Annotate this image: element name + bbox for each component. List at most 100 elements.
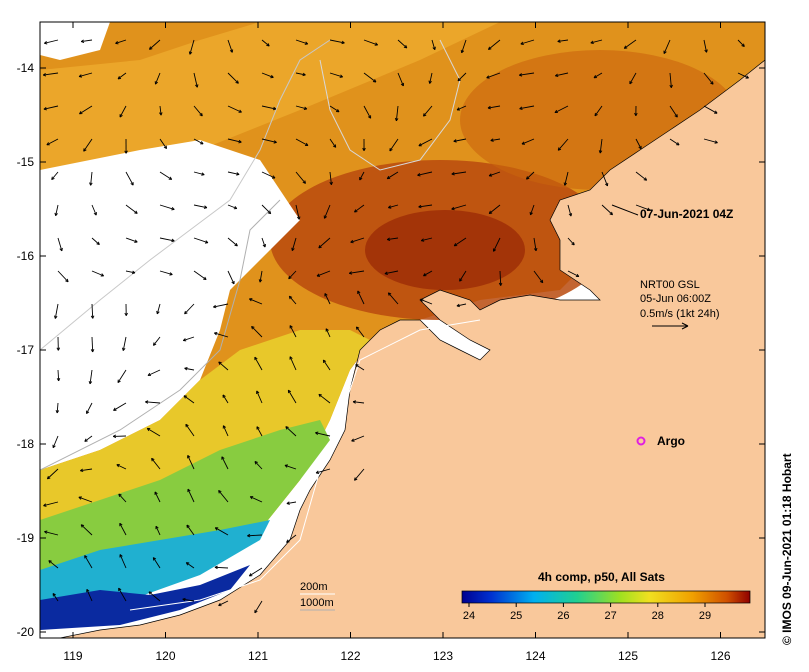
- current-vector: [119, 522, 127, 536]
- current-vector: [258, 270, 263, 283]
- current-vector: [487, 105, 501, 110]
- argo-label: Argo: [657, 434, 685, 448]
- current-vector: [459, 270, 467, 282]
- current-vector: [51, 171, 59, 181]
- current-vector: [159, 138, 168, 149]
- current-vector: [387, 292, 399, 305]
- current-vector: [156, 303, 161, 315]
- current-vector: [193, 270, 207, 281]
- current-vector: [397, 39, 408, 49]
- current-vector: [590, 39, 603, 45]
- current-vector: [187, 488, 195, 503]
- current-vector: [90, 336, 95, 353]
- plot-frame: [39, 21, 766, 639]
- colorbar-tick-label: 24: [463, 610, 475, 622]
- current-vector: [44, 530, 59, 536]
- current-vector: [80, 39, 93, 43]
- current-vector: [669, 105, 678, 118]
- current-vector: [669, 72, 673, 88]
- lat-tick-label: -16: [17, 249, 35, 263]
- current-vector: [83, 138, 93, 152]
- current-scale-arrow: [652, 322, 689, 330]
- current-vector: [227, 270, 235, 285]
- isobath-legend-200m: 200m: [300, 581, 328, 593]
- land-australia: [59, 59, 765, 638]
- current-vector: [145, 400, 161, 404]
- current-vector: [285, 426, 297, 437]
- current-vector: [42, 72, 59, 77]
- current-vector: [623, 39, 637, 49]
- current-vector: [193, 138, 204, 145]
- current-vector: [456, 105, 467, 111]
- credit-label: © IMOS 09-Jun-2021 01:18 Hobart: [780, 453, 794, 645]
- current-vector: [295, 72, 306, 77]
- current-vector: [354, 204, 365, 213]
- current-vector: [256, 390, 263, 404]
- current-vector: [193, 204, 208, 209]
- lon-tick-label: 119: [63, 649, 82, 663]
- current-vector: [286, 534, 297, 543]
- current-vector: [567, 204, 573, 217]
- current-vector: [222, 394, 229, 404]
- current-vector: [152, 557, 161, 569]
- current-vector: [521, 138, 535, 145]
- current-vector: [249, 298, 263, 305]
- current-vector: [193, 237, 209, 244]
- current-vector: [295, 171, 306, 184]
- current-vector: [428, 72, 433, 84]
- current-vector: [155, 525, 161, 536]
- current-vector: [486, 72, 501, 79]
- lat-tick-label: -17: [17, 343, 35, 357]
- current-vector: [227, 105, 242, 113]
- current-vector: [43, 501, 59, 507]
- current-vector: [115, 39, 127, 45]
- colorbar-title: 4h comp, p50, All Sats: [538, 570, 665, 584]
- current-vector: [737, 72, 749, 79]
- current-vector: [363, 105, 372, 119]
- current-vector: [187, 455, 195, 470]
- current-vector: [420, 298, 433, 305]
- current-vector: [261, 204, 272, 215]
- current-vector: [44, 39, 59, 45]
- isobath-legend-1000m: 1000m: [300, 597, 334, 609]
- current-vector: [261, 138, 277, 144]
- current-vector: [388, 204, 399, 209]
- current-vector: [417, 171, 433, 177]
- current-vector: [227, 138, 242, 144]
- current-vector: [354, 468, 365, 481]
- current-vector: [148, 591, 161, 602]
- current-vector: [56, 336, 61, 351]
- current-vector: [78, 72, 93, 78]
- current-vector: [325, 328, 331, 338]
- current-vector: [386, 171, 399, 180]
- current-vector: [519, 105, 535, 110]
- current-vector: [567, 270, 580, 277]
- current-vector: [48, 560, 59, 569]
- current-vector: [288, 295, 297, 305]
- current-vector: [213, 303, 229, 309]
- current-vector: [119, 105, 127, 118]
- current-vector: [118, 587, 127, 602]
- colorbar-tick-label: 27: [604, 610, 616, 622]
- current-vector: [227, 72, 239, 84]
- current-vector: [295, 138, 309, 146]
- lon-tick-label: 121: [248, 649, 268, 663]
- current-vector: [329, 171, 333, 185]
- current-vector: [183, 395, 195, 404]
- lon-tick-label: 124: [525, 649, 545, 663]
- current-info-source: NRT00 GSL: [640, 279, 700, 291]
- current-vector: [222, 425, 229, 437]
- current-vector: [227, 237, 238, 247]
- current-vector: [80, 524, 93, 536]
- current-vector: [159, 204, 175, 211]
- current-vector: [261, 39, 270, 47]
- current-vector: [555, 72, 569, 78]
- current-vector: [384, 270, 399, 275]
- isobath-1000m: [40, 199, 281, 471]
- current-vector: [703, 39, 708, 53]
- current-vector: [456, 303, 467, 308]
- current-vector: [629, 72, 637, 85]
- current-vector: [124, 138, 128, 154]
- current-vector: [389, 138, 399, 152]
- current-vector: [227, 171, 240, 176]
